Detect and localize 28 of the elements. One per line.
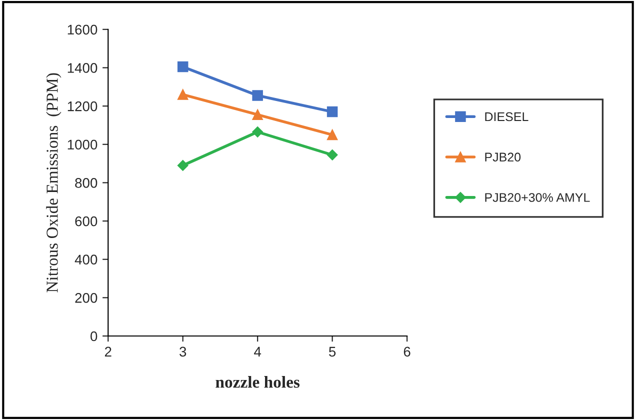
y-tick-label: 1000 [68, 140, 98, 150]
y-tick-label: 200 [75, 293, 98, 303]
x-tick-label: 4 [254, 346, 262, 356]
x-tick-label: 5 [329, 346, 336, 357]
y-tick-label: 1400 [68, 63, 98, 73]
x-axis-title: nozzle holes [216, 376, 300, 388]
point [177, 61, 188, 72]
y-tick-label: 1600 [68, 24, 98, 35]
y-tick-label: 800 [75, 178, 98, 188]
y-tick-label: 400 [74, 254, 98, 265]
y-tick-label: 600 [75, 216, 98, 226]
point [326, 149, 338, 160]
point [252, 109, 263, 120]
x-tick-label: 3 [180, 346, 186, 357]
legend-label: PJB20 [485, 152, 521, 162]
legend-label: PJB20+30% AMYL [485, 193, 590, 202]
point [326, 129, 338, 140]
y-tick-label: 0 [90, 331, 98, 342]
x-tick-label: 6 [404, 346, 410, 357]
point [177, 160, 188, 171]
point [252, 90, 263, 101]
point [326, 106, 338, 118]
x-tick-label: 2 [104, 346, 112, 356]
y-axis-title: Nitrous Oxide Emissions (PPM) [46, 73, 62, 292]
point [177, 89, 188, 100]
y-tick-label: 1200 [68, 101, 98, 112]
point [252, 126, 264, 138]
legend-label: DIESEL [485, 112, 528, 122]
